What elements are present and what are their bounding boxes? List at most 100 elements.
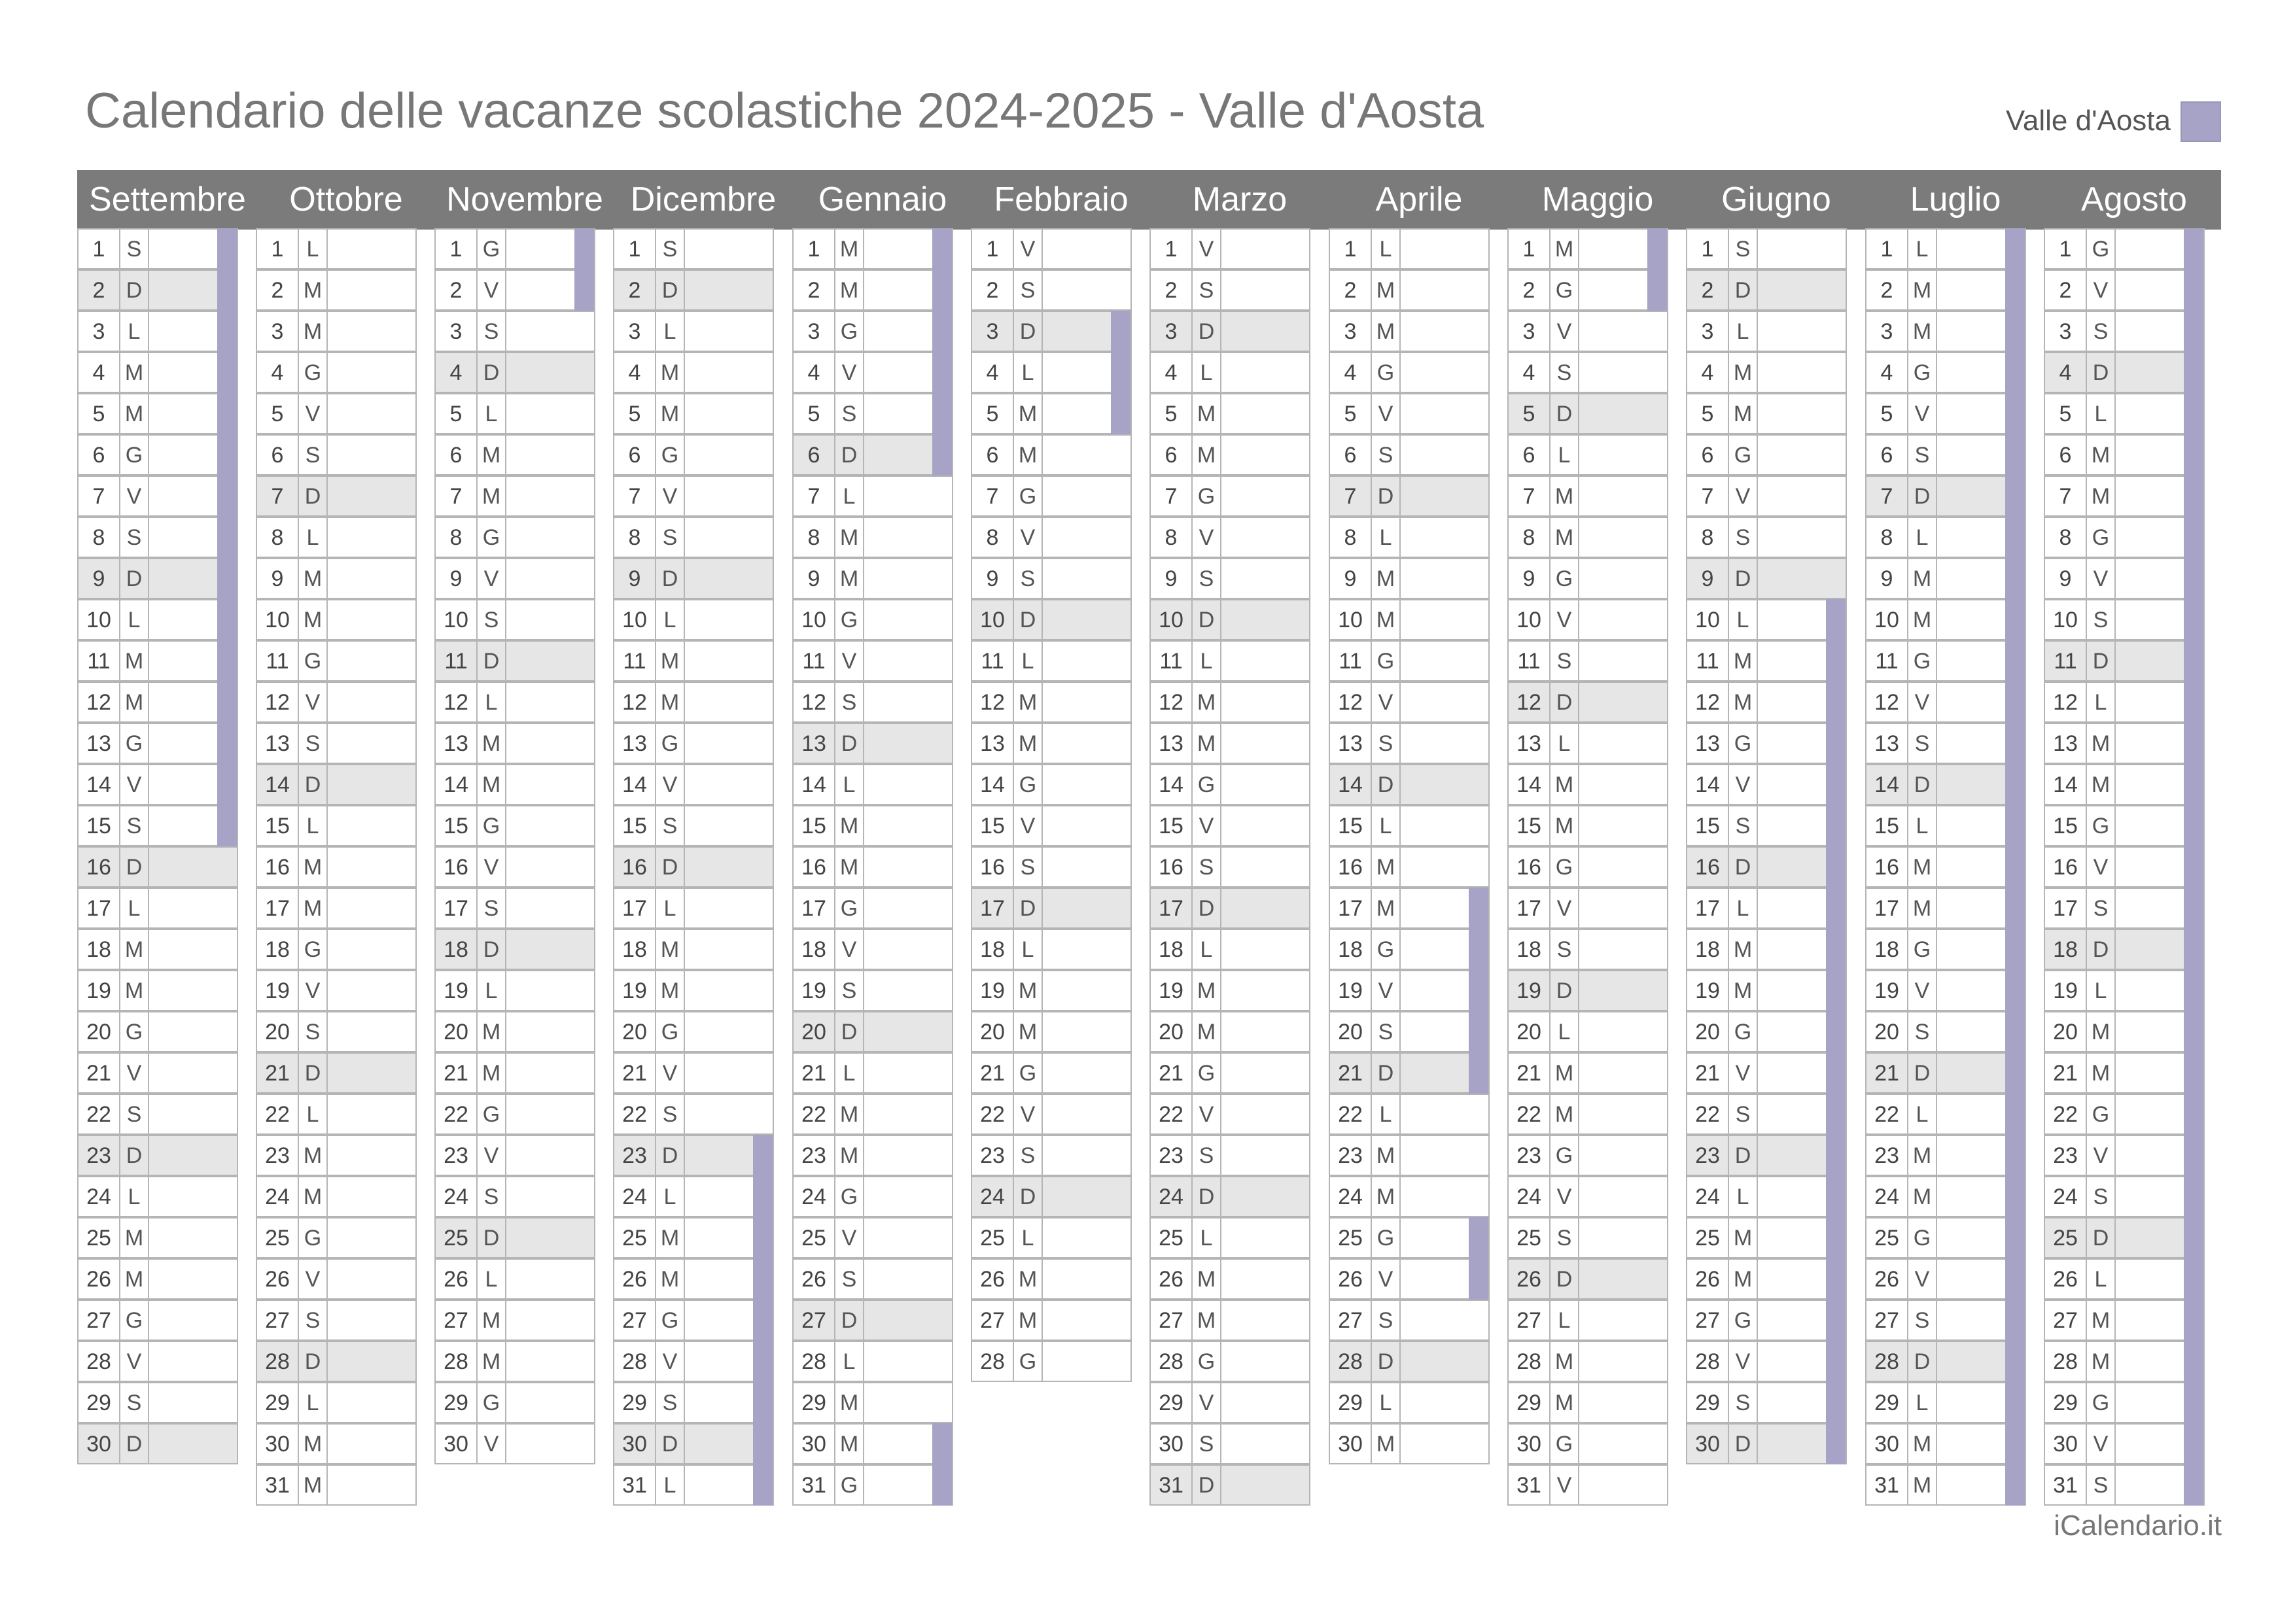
weekday-letter: M (834, 1135, 864, 1176)
day-row: 22 S (613, 1094, 774, 1136)
day-note-cell (1399, 599, 1490, 640)
day-note-cell (326, 1382, 417, 1423)
day-number: 3 (77, 311, 120, 352)
day-row: 19 M (1149, 970, 1310, 1012)
day-row: 28 D (1865, 1341, 2026, 1383)
day-number: 25 (613, 1217, 656, 1258)
day-number: 15 (613, 805, 656, 846)
month-name-gennaio: Gennaio (818, 181, 947, 218)
day-note-cell (863, 1300, 953, 1341)
weekday-letter: M (1371, 558, 1401, 599)
weekday-letter: S (1549, 640, 1579, 682)
day-number: 31 (1865, 1464, 1908, 1506)
weekday-letter: V (1191, 1094, 1221, 1135)
day-note-cell (684, 434, 774, 475)
day-note-cell (1936, 929, 2026, 970)
day-note-cell (326, 1094, 417, 1135)
day-number: 11 (1865, 640, 1908, 682)
day-note-cell (148, 888, 238, 929)
weekday-letter: S (655, 1094, 685, 1135)
day-note-cell (148, 929, 238, 970)
day-number: 6 (971, 434, 1014, 475)
day-note-cell (1399, 311, 1490, 352)
day-row: 10 D (1149, 599, 1310, 642)
day-row: 12 L (2044, 682, 2205, 724)
day-row: 14 V (1686, 764, 1847, 806)
weekday-letter: G (1371, 640, 1401, 682)
day-number: 15 (77, 805, 120, 846)
day-row: 24 M (256, 1176, 417, 1218)
day-number: 31 (2044, 1464, 2087, 1506)
day-note-cell (684, 269, 774, 311)
day-note-cell (863, 640, 953, 682)
day-row: 19 M (1686, 970, 1847, 1012)
weekday-letter: V (2086, 558, 2116, 599)
weekday-letter: S (2086, 599, 2116, 640)
day-note-cell (326, 682, 417, 723)
day-number: 13 (1686, 723, 1729, 764)
weekday-letter: M (1013, 434, 1043, 475)
day-note-cell (1757, 1011, 1847, 1052)
day-note-cell (1578, 764, 1668, 805)
day-row: 16 V (434, 846, 595, 889)
day-row: 22 L (256, 1094, 417, 1136)
weekday-letter: G (655, 723, 685, 764)
day-number: 3 (434, 311, 478, 352)
credit-text[interactable]: iCalendario.it (2054, 1510, 2222, 1542)
weekday-letter: D (1907, 475, 1937, 517)
day-note-cell (1042, 352, 1132, 393)
weekday-letter: V (298, 682, 328, 723)
day-note-cell (2114, 1052, 2205, 1094)
day-note-cell (326, 1258, 417, 1300)
day-row: 19 V (256, 970, 417, 1012)
day-row: 18 L (971, 929, 1132, 971)
day-row: 17 D (971, 888, 1132, 930)
day-note-cell (1042, 558, 1132, 599)
weekday-letter: G (476, 228, 506, 269)
day-row: 16 D (613, 846, 774, 889)
day-row: 22 M (1507, 1094, 1668, 1136)
day-row: 15 M (792, 805, 953, 848)
day-note-cell (1757, 311, 1847, 352)
weekday-letter: S (1549, 1217, 1579, 1258)
day-note-cell (505, 434, 595, 475)
day-row: 21 D (1329, 1052, 1490, 1095)
weekday-letter: M (1907, 599, 1937, 640)
day-row: 15 L (256, 805, 417, 848)
weekday-letter: M (1371, 599, 1401, 640)
day-row: 22 S (77, 1094, 238, 1136)
day-note-cell (1757, 599, 1847, 640)
day-note-cell (1578, 888, 1668, 929)
day-number: 30 (1507, 1423, 1550, 1464)
day-note-cell (1042, 764, 1132, 805)
day-number: 18 (2044, 929, 2087, 970)
day-row: 20 M (1149, 1011, 1310, 1054)
weekday-letter: L (2086, 970, 2116, 1011)
weekday-letter: M (655, 393, 685, 434)
day-row: 16 G (1507, 846, 1668, 889)
weekday-letter: G (1549, 558, 1579, 599)
day-number: 8 (792, 517, 835, 558)
day-row: 31 L (613, 1464, 774, 1507)
weekday-letter: D (1728, 1135, 1758, 1176)
day-note-cell (1220, 599, 1310, 640)
weekday-letter: V (476, 269, 506, 311)
day-number: 21 (792, 1052, 835, 1094)
weekday-letter: M (298, 311, 328, 352)
day-number: 10 (1865, 599, 1908, 640)
day-number: 24 (434, 1176, 478, 1217)
day-row: 29 G (434, 1382, 595, 1425)
day-note-cell (1936, 1217, 2026, 1258)
day-number: 9 (1865, 558, 1908, 599)
day-number: 26 (1149, 1258, 1193, 1300)
day-number: 27 (971, 1300, 1014, 1341)
weekday-letter: S (119, 1382, 149, 1423)
day-note-cell (326, 517, 417, 558)
weekday-letter: D (1907, 1341, 1937, 1382)
day-row: 15 L (1329, 805, 1490, 848)
